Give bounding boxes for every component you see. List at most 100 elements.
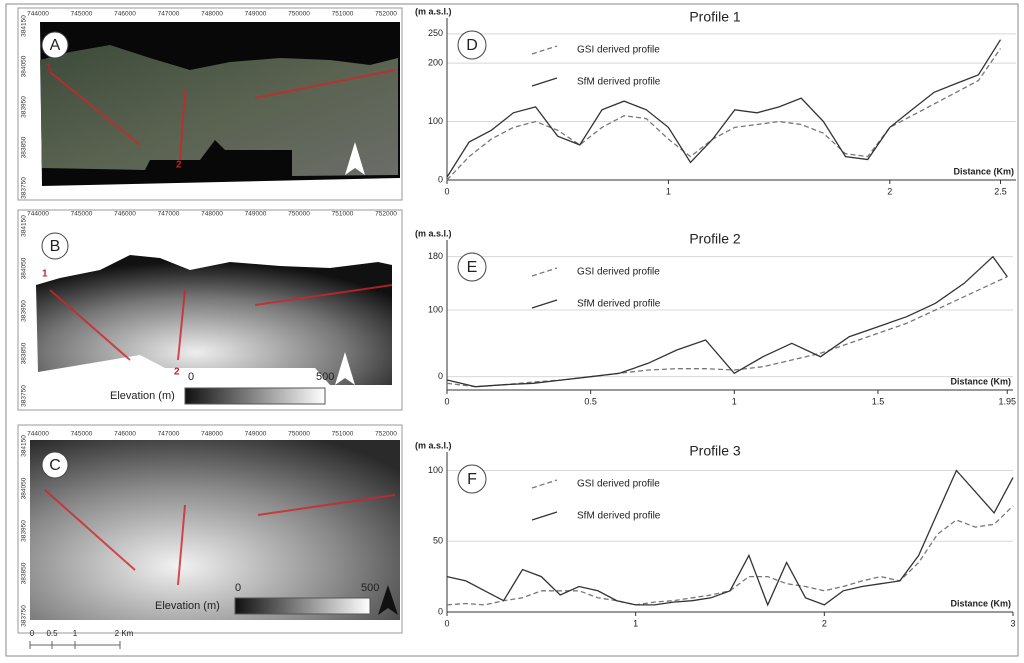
x-tick-label: 3 — [1010, 618, 1015, 628]
legend-swatch — [531, 77, 558, 87]
northing-label: 384150 — [21, 435, 28, 457]
scale-label: 2 Km — [115, 629, 134, 638]
easting-label: 748000 — [201, 11, 223, 18]
y-tick-label: 0 — [438, 371, 443, 381]
northing-label: 383750 — [21, 385, 28, 407]
easting-label: 751000 — [332, 431, 354, 438]
chart-title: Profile 2 — [689, 231, 741, 247]
elevation-bar — [184, 387, 326, 405]
easting-label: 749000 — [245, 11, 267, 18]
chart-title: Profile 3 — [689, 443, 741, 459]
panel-letter: C — [49, 457, 61, 474]
y-tick-label: 0 — [438, 606, 443, 616]
panel-letter: B — [50, 238, 61, 255]
legend-swatch — [531, 267, 558, 277]
easting-label: 751000 — [332, 211, 354, 218]
panel-badge — [457, 30, 487, 60]
y-tick-label: 0 — [438, 174, 443, 184]
legend-swatch — [531, 45, 558, 55]
legend-label: SfM derived profile — [577, 511, 661, 522]
elevation-min: 0 — [235, 582, 241, 594]
y-tick-label: 100 — [428, 304, 443, 314]
easting-label: 745000 — [71, 211, 93, 218]
easting-label: 745000 — [71, 11, 93, 18]
profile-line — [446, 276, 1008, 388]
x-axis-label: Distance (Km) — [953, 166, 1014, 176]
panel-letter: E — [467, 259, 478, 276]
scale-label: 0 — [30, 629, 35, 638]
x-tick-label: 2 — [822, 618, 827, 628]
profile-line — [446, 255, 1008, 388]
elevation-max: 500 — [361, 582, 379, 594]
x-tick-label: 1 — [732, 396, 737, 406]
easting-label: 746000 — [114, 211, 136, 218]
easting-label: 747000 — [158, 11, 180, 18]
easting-label: 744000 — [27, 211, 49, 218]
y-tick-label: 250 — [428, 28, 443, 38]
x-tick-label: 1.5 — [872, 396, 885, 406]
x-tick-label: 0 — [444, 396, 449, 406]
elevation-title: Elevation (m) — [110, 390, 175, 402]
legend-label: GSI derived profile — [577, 45, 660, 56]
x-tick-label: 2.5 — [994, 186, 1007, 196]
x-tick-label: 2 — [887, 186, 892, 196]
northing-label: 383750 — [21, 177, 28, 199]
panel-badge — [41, 31, 69, 59]
panel-badge — [41, 232, 69, 260]
northing-label: 384050 — [21, 477, 28, 499]
northing-label: 384050 — [21, 55, 28, 77]
legend-label: SfM derived profile — [577, 77, 661, 88]
northing-label: 383950 — [21, 520, 28, 542]
northing-label: 384050 — [21, 257, 28, 279]
y-tick-label: 100 — [428, 116, 443, 126]
elevation-max: 500 — [316, 371, 334, 383]
easting-label: 744000 — [27, 431, 49, 438]
easting-label: 750000 — [288, 211, 310, 218]
northing-label: 383950 — [21, 300, 28, 322]
legend-label: GSI derived profile — [577, 267, 660, 278]
easting-label: 746000 — [114, 431, 136, 438]
y-axis-label: (m a.s.l.) — [415, 440, 452, 450]
panel-letter: D — [466, 37, 478, 54]
legend-swatch — [531, 479, 558, 489]
panel-letter: A — [50, 37, 61, 54]
legend-swatch — [531, 511, 558, 521]
elevation-min: 0 — [188, 371, 194, 383]
y-tick-label: 50 — [433, 536, 443, 546]
x-axis-label: Distance (Km) — [950, 376, 1011, 386]
easting-label: 749000 — [245, 431, 267, 438]
northing-label: 383850 — [21, 136, 28, 158]
northing-label: 384150 — [21, 215, 28, 237]
profile-line — [446, 469, 1014, 607]
profile-number: 1 — [46, 63, 52, 74]
northing-label: 383750 — [21, 605, 28, 627]
easting-label: 749000 — [245, 211, 267, 218]
elevation-title: Elevation (m) — [155, 600, 220, 612]
northing-label: 383850 — [21, 342, 28, 364]
profile-lines — [44, 69, 396, 586]
y-axis-label: (m a.s.l.) — [415, 6, 452, 16]
panel-letter: F — [467, 471, 477, 488]
easting-label: 748000 — [201, 431, 223, 438]
x-tick-label: 1.95 — [998, 396, 1016, 406]
easting-label: 752000 — [375, 431, 397, 438]
easting-label: 747000 — [158, 431, 180, 438]
x-tick-label: 0 — [444, 186, 449, 196]
profile-line — [446, 39, 1002, 178]
easting-label: 748000 — [201, 211, 223, 218]
dem-image — [30, 440, 400, 620]
profile-number: 2 — [176, 160, 182, 171]
legend-swatch — [531, 299, 558, 309]
easting-label: 745000 — [71, 431, 93, 438]
scale-label: 1 — [73, 629, 78, 638]
northing-label: 383950 — [21, 96, 28, 118]
scale-label: 0.5 — [46, 629, 58, 638]
easting-label: 747000 — [158, 211, 180, 218]
profile-number: 2 — [174, 367, 180, 378]
profile-line — [446, 48, 1002, 181]
easting-label: 751000 — [332, 11, 354, 18]
satellite-image — [40, 45, 398, 176]
scale-bar — [29, 641, 121, 649]
x-axis-label: Distance (Km) — [950, 598, 1011, 608]
